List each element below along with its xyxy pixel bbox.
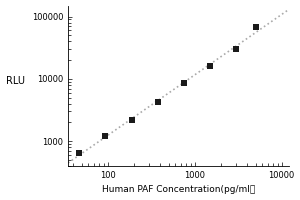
Point bbox=[103, 135, 108, 138]
Point bbox=[155, 101, 160, 104]
Point bbox=[253, 25, 258, 29]
Point bbox=[182, 82, 186, 85]
Point bbox=[129, 118, 134, 121]
X-axis label: Human PAF Concentration(pg/ml）: Human PAF Concentration(pg/ml） bbox=[102, 185, 255, 194]
Point bbox=[208, 65, 212, 68]
Point bbox=[77, 151, 82, 154]
Point bbox=[234, 48, 239, 51]
Y-axis label: RLU: RLU bbox=[6, 76, 25, 86]
